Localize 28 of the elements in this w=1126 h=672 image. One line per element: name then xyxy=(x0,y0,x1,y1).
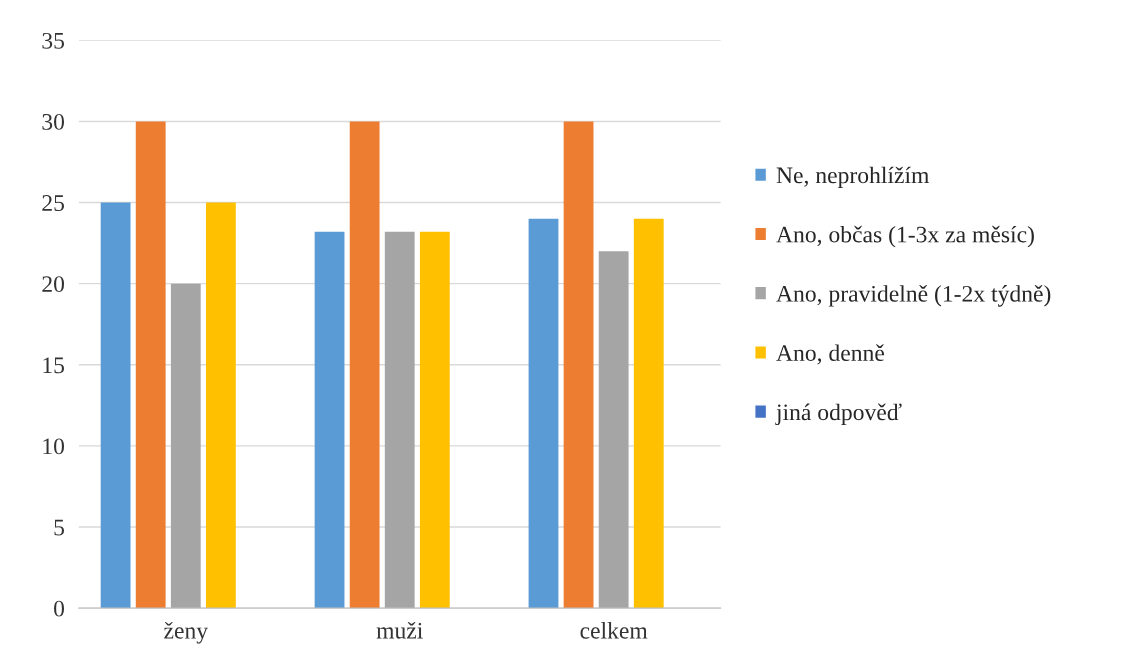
bar xyxy=(135,121,166,609)
legend-label: Ano, pravidelně (1-2x týdně) xyxy=(776,285,1051,307)
legend-label: Ano, občas (1-3x za měsíc) xyxy=(776,225,1034,248)
legend-label: Ano, denně xyxy=(776,344,884,365)
y-tick-label: 20 xyxy=(42,276,65,293)
y-tick-label: 15 xyxy=(43,357,65,374)
bar xyxy=(419,231,450,609)
x-tick-label: celkem xyxy=(580,622,648,639)
bar xyxy=(170,283,201,609)
bar xyxy=(384,231,415,609)
y-tick-label: 30 xyxy=(42,113,65,130)
y-tick-label: 5 xyxy=(54,519,65,536)
bar xyxy=(205,202,236,609)
y-tick-label: 0 xyxy=(54,600,65,617)
bar xyxy=(314,231,345,609)
legend-label: Ne, neprohlížím xyxy=(776,166,930,189)
x-tick-label: ženy xyxy=(164,622,208,644)
bar xyxy=(528,218,559,609)
bar xyxy=(598,251,629,609)
y-tick-label: 25 xyxy=(42,195,65,211)
y-tick-label: 10 xyxy=(43,438,65,455)
bar xyxy=(633,218,664,609)
bar xyxy=(563,121,594,609)
bar xyxy=(349,121,380,609)
y-tick-label: 35 xyxy=(42,32,65,49)
bar xyxy=(100,202,131,609)
x-tick-label: muži xyxy=(376,622,423,639)
legend-label: jiná odpověď xyxy=(775,403,902,426)
